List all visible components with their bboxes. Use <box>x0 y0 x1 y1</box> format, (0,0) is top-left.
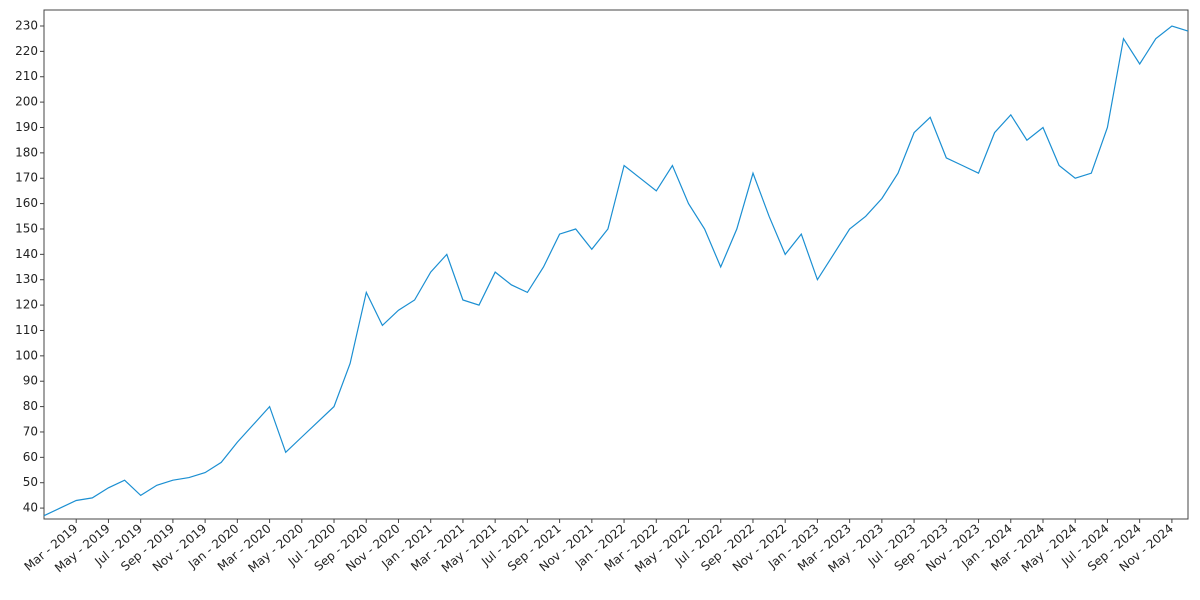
y-tick-label: 90 <box>23 374 38 388</box>
y-tick-label: 190 <box>15 120 38 134</box>
y-tick-label: 160 <box>15 196 38 210</box>
series-line <box>43 25 1189 517</box>
plot-frame <box>43 9 1189 520</box>
y-tick-label: 210 <box>15 69 38 83</box>
y-tick-label: 70 <box>23 424 38 438</box>
y-tick-label: 40 <box>23 501 38 515</box>
y-tick-label: 60 <box>23 450 38 464</box>
y-tick-label: 120 <box>15 298 38 312</box>
y-tick-label: 170 <box>15 171 38 185</box>
y-tick-label: 230 <box>15 18 38 32</box>
y-tick-label: 150 <box>15 221 38 235</box>
y-tick-label: 130 <box>15 272 38 286</box>
y-tick-label: 140 <box>15 247 38 261</box>
y-tick-label: 220 <box>15 44 38 58</box>
y-tick-label: 200 <box>15 95 38 109</box>
y-tick-label: 80 <box>23 399 38 413</box>
y-tick-label: 50 <box>23 475 38 489</box>
y-tick-label: 180 <box>15 145 38 159</box>
y-tick-label: 100 <box>15 348 38 362</box>
y-tick-label: 110 <box>15 323 38 337</box>
